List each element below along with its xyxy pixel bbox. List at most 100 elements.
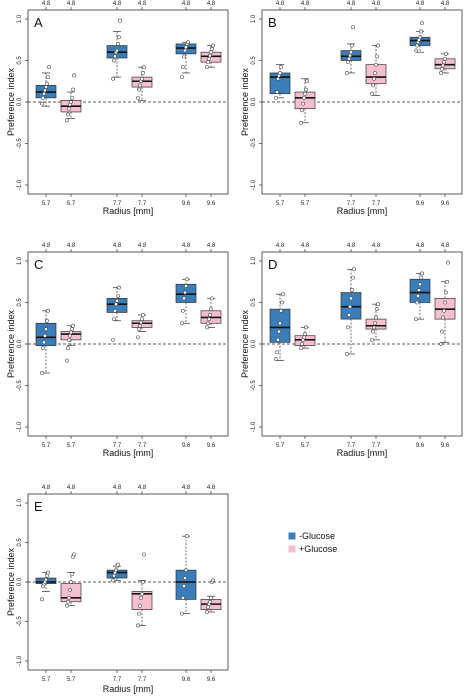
y-tick-label: 0.5 — [17, 538, 23, 547]
data-point — [300, 108, 304, 113]
data-point — [376, 302, 380, 307]
data-point — [138, 83, 142, 88]
data-point — [45, 318, 49, 323]
data-point — [71, 323, 75, 328]
x-tick-label: 7.7 — [372, 443, 381, 449]
top-tick-label: 4.8 — [138, 1, 147, 7]
data-point — [41, 346, 45, 351]
box-3 — [106, 18, 128, 81]
y-tick-label: 0.5 — [251, 298, 257, 307]
x-tick-label: 5.7 — [42, 443, 51, 449]
data-point — [138, 603, 142, 608]
data-point — [66, 599, 70, 604]
data-point — [184, 568, 188, 573]
data-point — [347, 56, 351, 61]
data-point — [45, 81, 49, 86]
data-point — [349, 50, 353, 55]
data-point — [181, 65, 185, 70]
data-point — [442, 60, 446, 65]
x-tick-label: 9.6 — [441, 443, 450, 449]
data-point — [440, 66, 444, 71]
data-point — [181, 308, 185, 313]
data-point — [68, 588, 72, 592]
data-point — [351, 25, 355, 30]
y-tick-label: 0.5 — [17, 298, 23, 307]
panel-D: D -1.0 -0.5 0.0 0.5 1.0 5.7 4.8 5.7 4.8 7.7 4.8 7.7 4… — [240, 243, 463, 458]
data-point — [142, 552, 146, 557]
x-tick-label: 5.7 — [276, 443, 285, 449]
data-point — [415, 300, 419, 305]
box-6 — [434, 51, 456, 75]
data-point — [208, 53, 212, 58]
data-point — [370, 91, 374, 96]
x-tick-label: 9.6 — [441, 201, 450, 207]
data-point — [42, 91, 46, 96]
data-point — [439, 71, 443, 75]
y-tick-label: 0.0 — [251, 97, 257, 106]
data-point — [72, 73, 76, 78]
y-tick-label: -1.0 — [17, 655, 23, 666]
y-tick-label: -1.0 — [251, 179, 257, 190]
x-tick-label: 5.7 — [67, 677, 76, 683]
data-point — [300, 342, 304, 346]
data-point — [68, 333, 72, 338]
data-point — [67, 337, 71, 342]
data-point — [371, 83, 375, 88]
top-tick-label: 4.8 — [113, 485, 122, 491]
data-point — [44, 327, 48, 331]
y-tick-label: 0.0 — [17, 339, 23, 348]
data-point — [420, 21, 424, 26]
data-point — [67, 106, 71, 111]
x-tick-label: 7.7 — [113, 677, 122, 683]
y-tick-label: -1.0 — [17, 179, 23, 190]
data-point — [113, 54, 117, 59]
data-point — [114, 568, 118, 573]
legend-swatch — [288, 545, 296, 553]
box-1 — [35, 65, 57, 107]
x-tick-label: 9.6 — [207, 443, 216, 449]
data-point — [115, 48, 119, 53]
top-tick-label: 4.8 — [441, 1, 450, 7]
data-point — [418, 35, 422, 40]
data-point — [209, 307, 213, 312]
top-tick-label: 4.8 — [347, 243, 356, 249]
data-point — [374, 62, 378, 67]
data-point — [139, 595, 143, 600]
data-point — [65, 603, 69, 608]
data-point — [138, 323, 142, 328]
data-point — [180, 321, 184, 326]
top-tick-label: 4.8 — [416, 243, 425, 249]
data-point — [112, 58, 116, 63]
data-point — [211, 578, 215, 583]
data-point — [345, 71, 349, 75]
x-axis-label: Radius [mm] — [103, 448, 154, 458]
data-point — [303, 91, 307, 96]
box-4 — [131, 65, 153, 101]
data-point — [350, 43, 354, 48]
box-4 — [365, 43, 387, 96]
data-point — [182, 296, 186, 301]
y-tick-label: 1.0 — [17, 14, 23, 23]
top-tick-label: 4.8 — [138, 243, 147, 249]
data-point — [415, 43, 419, 48]
box-1 — [269, 292, 291, 361]
data-point — [70, 95, 74, 100]
data-point — [279, 65, 283, 70]
box-body — [131, 591, 153, 610]
box-1 — [35, 308, 57, 375]
data-point — [114, 302, 118, 307]
data-point — [183, 290, 187, 295]
data-point — [40, 101, 44, 106]
data-point — [445, 279, 449, 284]
data-point — [69, 330, 73, 335]
data-point — [137, 611, 141, 616]
data-point — [414, 317, 418, 322]
top-tick-label: 4.8 — [372, 243, 381, 249]
box-2 — [60, 552, 82, 608]
data-point — [184, 283, 188, 288]
data-point — [372, 325, 376, 330]
data-point — [66, 112, 70, 117]
data-point — [111, 578, 115, 583]
top-tick-label: 4.8 — [207, 485, 216, 491]
data-point — [137, 327, 141, 331]
